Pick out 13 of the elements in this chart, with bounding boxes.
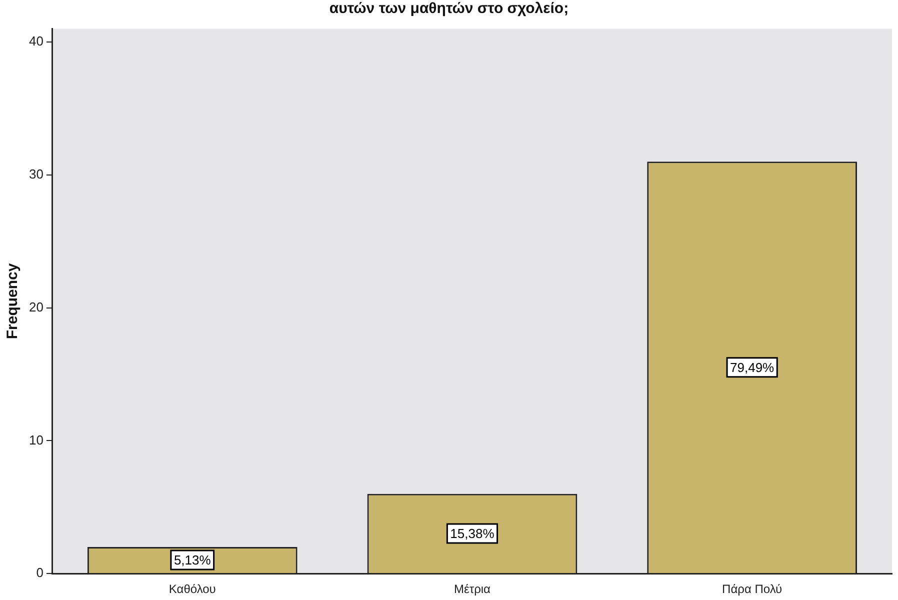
annotation: 79,49% [730, 360, 775, 375]
chart-title: αυτών των μαθητών στο σχολείο; [328, 0, 570, 18]
x-tick-label: Καθόλου [168, 582, 216, 596]
annotation: 15,38% [450, 526, 495, 542]
annotation: 5,13% [174, 552, 212, 568]
y-axis-title: Frequency [4, 262, 22, 340]
x-tick-label: Μέτρια [454, 582, 491, 596]
y-tick-label: 10 [28, 432, 44, 448]
x-tick-label: Πάρα Πολύ [722, 582, 782, 596]
y-tick-label: 30 [28, 166, 44, 182]
y-tick-label: 40 [28, 34, 44, 49]
y-tick-label: 0 [36, 565, 44, 580]
y-tick-label: 20 [28, 299, 44, 314]
